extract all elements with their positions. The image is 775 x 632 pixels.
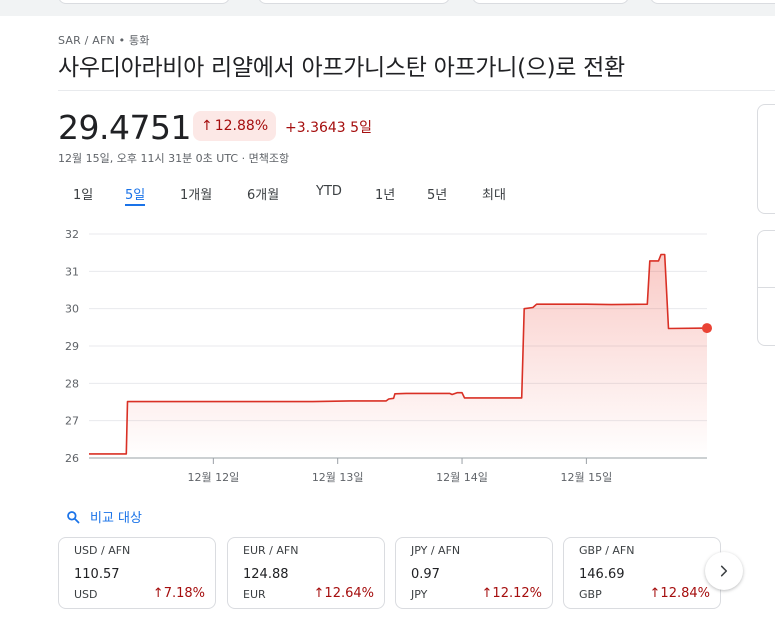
page-title: 사우디아라비아 리얄에서 아프가니스탄 아프가니(으)로 전환 [58, 55, 625, 81]
tab-6m[interactable]: 6개월 [247, 188, 280, 203]
card-value: 146.69 [579, 567, 625, 582]
card-percent: ↑12.64% [314, 586, 374, 601]
card-percent-value: 12.84% [660, 586, 710, 601]
timestamp-disclaimer: 12월 15일, 오후 11시 31분 0초 UTC · 면책조항 [58, 152, 290, 165]
arrow-up-icon: ↑ [649, 586, 661, 601]
card-percent-value: 12.64% [324, 586, 374, 601]
arrow-up-icon: ↑ [201, 118, 213, 134]
card-value: 0.97 [411, 567, 440, 582]
x-tick-label: 12월 12일 [187, 470, 239, 484]
percent-change-badge: ↑ 12.88% [193, 111, 277, 141]
tab-1d[interactable]: 1일 [73, 188, 94, 203]
absolute-change: +3.3643 5일 [285, 120, 372, 136]
y-tick-label: 32 [65, 228, 79, 241]
card-pair: GBP / AFN [579, 544, 635, 557]
tab-5d[interactable]: 5일 [125, 184, 146, 206]
card-code: USD [74, 588, 98, 601]
compare-label: 비교 대상 [90, 511, 142, 526]
tab-ytd[interactable]: YTD [316, 184, 342, 199]
card-value: 110.57 [74, 567, 120, 582]
card-value: 124.88 [243, 567, 289, 582]
top-chip[interactable] [650, 0, 775, 4]
card-pair: JPY / AFN [411, 544, 461, 557]
chevron-right-icon [720, 565, 728, 577]
card-percent: ↑7.18% [153, 586, 205, 601]
x-tick-label: 12월 14일 [436, 470, 488, 484]
card-eur-afn[interactable]: EUR / AFN 124.88 EUR ↑12.64% [227, 537, 385, 609]
arrow-up-icon: ↑ [313, 586, 325, 601]
tab-1m[interactable]: 1개월 [180, 188, 213, 203]
tab-max[interactable]: 최대 [482, 188, 506, 203]
arrow-up-icon: ↑ [481, 586, 493, 601]
side-panel-bottom [757, 230, 775, 346]
y-tick-label: 26 [65, 452, 79, 465]
card-percent: ↑12.84% [650, 586, 710, 601]
top-chip[interactable] [472, 0, 629, 4]
card-usd-afn[interactable]: USD / AFN 110.57 USD ↑7.18% [58, 537, 216, 609]
tab-5y[interactable]: 5년 [427, 188, 448, 203]
y-tick-label: 31 [65, 265, 79, 278]
x-tick-label: 12월 15일 [561, 470, 613, 484]
card-percent: ↑12.12% [482, 586, 542, 601]
current-rate: 29.4751 [58, 108, 191, 147]
tab-1y[interactable]: 1년 [375, 188, 396, 203]
x-tick-label: 12월 13일 [312, 470, 364, 484]
card-pair: EUR / AFN [243, 544, 299, 557]
chart-area-fill [89, 254, 707, 458]
arrow-up-icon: ↑ [152, 586, 164, 601]
search-icon [67, 510, 80, 523]
y-tick-label: 30 [65, 303, 79, 316]
chart-last-point [702, 323, 712, 334]
percent-change-value: 12.88% [214, 118, 269, 134]
card-gbp-afn[interactable]: GBP / AFN 146.69 GBP ↑12.84% [563, 537, 721, 609]
card-code: JPY [411, 588, 428, 601]
breadcrumb: SAR / AFN • 통화 [58, 34, 150, 47]
card-percent-value: 12.12% [492, 586, 542, 601]
card-percent-value: 7.18% [163, 586, 205, 601]
top-strip [0, 0, 775, 16]
top-chip[interactable] [258, 0, 450, 4]
card-pair: USD / AFN [74, 544, 131, 557]
side-divider [758, 287, 775, 288]
y-tick-label: 29 [65, 340, 79, 353]
divider [58, 90, 775, 91]
rate-chart[interactable]: 32 31 30 29 28 27 26 12월 12일 12월 13일 12월 14일 12월 … [58, 222, 718, 490]
card-code: EUR [243, 588, 266, 601]
side-panel-top [757, 104, 775, 214]
chart-series-line [89, 253, 708, 455]
compare-button[interactable]: 비교 대상 [66, 507, 142, 526]
y-tick-label: 27 [65, 415, 79, 428]
y-tick-label: 28 [65, 377, 79, 390]
card-jpy-afn[interactable]: JPY / AFN 0.97 JPY ↑12.12% [395, 537, 553, 609]
card-code: GBP [579, 588, 602, 601]
next-cards-button[interactable] [705, 552, 743, 590]
top-chip[interactable] [58, 0, 230, 4]
